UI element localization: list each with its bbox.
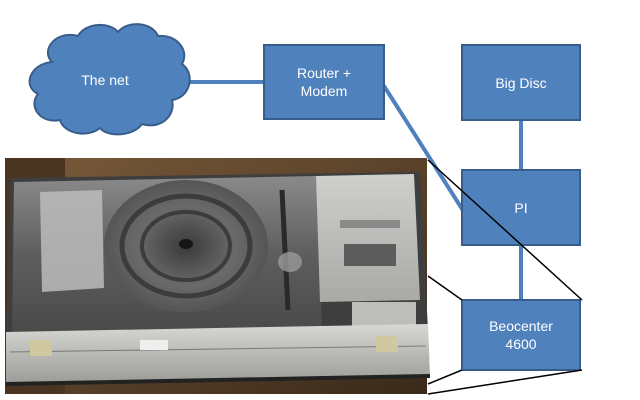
connection-links — [185, 80, 523, 300]
beocenter-box — [461, 299, 581, 371]
link-router-pi — [382, 84, 466, 214]
cassette-window — [344, 244, 396, 266]
callout-lines — [427, 159, 583, 395]
big-disc-box — [461, 44, 581, 121]
cloud-shape — [28, 23, 191, 136]
router-box — [263, 44, 385, 120]
stereo-photo — [5, 158, 431, 394]
pi-box — [461, 169, 581, 246]
